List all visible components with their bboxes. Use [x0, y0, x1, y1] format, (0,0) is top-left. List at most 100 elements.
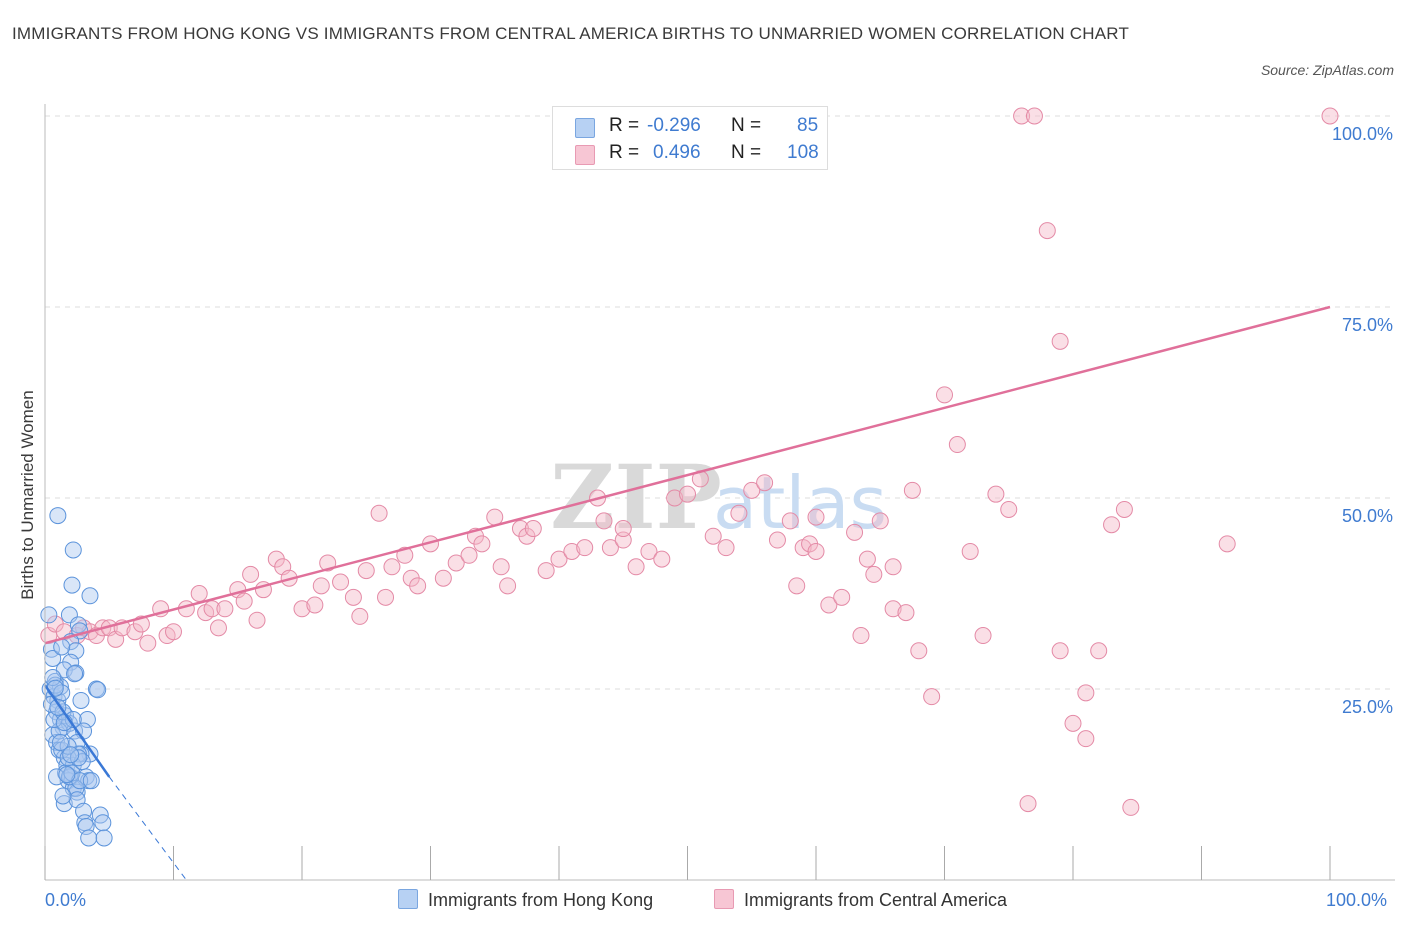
data-point-hong-kong [81, 587, 99, 605]
hong-kong-points [40, 507, 113, 847]
pink-swatch [714, 889, 734, 909]
data-point-central-america [1051, 642, 1069, 660]
data-point-central-america [730, 504, 748, 522]
data-point-central-america [756, 474, 774, 492]
data-point-central-america [563, 542, 581, 560]
trend-line-central-america [44, 305, 1331, 645]
data-point-hong-kong [63, 576, 81, 594]
data-point-central-america [377, 588, 395, 606]
data-point-hong-kong [89, 681, 107, 699]
watermark-zip: ZIP [550, 445, 722, 549]
data-point-central-america [974, 627, 992, 645]
trend-line-hong-kong [43, 684, 111, 778]
data-point-central-america [884, 558, 902, 576]
data-point-central-america [858, 550, 876, 568]
data-point-central-america [781, 512, 799, 530]
data-point-central-america [293, 600, 311, 618]
data-point-hong-kong [94, 814, 112, 832]
y-tick-label: 100.0% [1332, 124, 1393, 144]
data-point-central-america [807, 542, 825, 560]
legend-label: Immigrants from Hong Kong [428, 890, 654, 910]
data-point-central-america [460, 546, 478, 564]
data-point-central-america [447, 554, 465, 572]
data-point-central-america [550, 550, 568, 568]
data-point-central-america [614, 520, 632, 538]
data-point-central-america [1090, 642, 1108, 660]
y-tick-labels: 25.0% 50.0% 75.0% 100.0% [1332, 124, 1393, 717]
data-point-central-america [248, 611, 266, 629]
data-point-hong-kong [40, 606, 58, 624]
data-point-hong-kong [54, 787, 72, 805]
data-point-central-america [595, 512, 613, 530]
data-point-central-america [846, 523, 864, 541]
data-point-central-america [312, 577, 330, 595]
data-point-central-america [884, 600, 902, 618]
data-point-central-america [820, 596, 838, 614]
data-point-central-america [961, 542, 979, 560]
blue-swatch [575, 118, 595, 138]
legend-item-hong-kong: Immigrants from Hong Kong [398, 889, 653, 911]
data-point-central-america [524, 520, 542, 538]
chart-title: IMMIGRANTS FROM HONG KONG VS IMMIGRANTS … [12, 24, 1130, 43]
data-point-central-america [242, 565, 260, 583]
data-point-hong-kong [66, 665, 84, 683]
data-point-central-america [409, 577, 427, 595]
data-point-central-america [1077, 730, 1095, 748]
data-point-central-america [1103, 516, 1121, 534]
data-point-central-america [1051, 332, 1069, 350]
data-point-central-america [601, 539, 619, 557]
data-point-central-america [1038, 222, 1056, 240]
data-point-central-america [897, 604, 915, 622]
n-value: 85 [797, 115, 819, 136]
data-point-hong-kong [51, 733, 69, 751]
data-point-central-america [1115, 500, 1133, 518]
stats-legend: R = -0.296 N = 85 R = 0.496 N = 108 [552, 106, 828, 170]
data-point-hong-kong [67, 664, 85, 682]
data-point-central-america [653, 550, 671, 568]
x-tick-label-max: 100.0% [1326, 890, 1388, 910]
data-point-central-america [370, 504, 388, 522]
data-point-central-america [640, 542, 658, 560]
data-point-central-america [903, 481, 921, 499]
central-america-points [40, 107, 1339, 816]
pink-swatch [575, 145, 595, 165]
data-point-central-america [216, 600, 234, 618]
data-point-central-america [936, 386, 953, 404]
data-point-central-america [576, 539, 594, 557]
data-point-central-america [852, 627, 870, 645]
n-label: N = [731, 142, 762, 163]
data-point-central-america [833, 588, 851, 606]
data-point-central-america [1000, 500, 1018, 518]
data-point-central-america [434, 569, 452, 587]
blue-swatch [398, 889, 418, 909]
data-point-hong-kong [95, 829, 113, 847]
x-tick-label-min: 0.0% [45, 890, 87, 910]
data-point-central-america [1019, 795, 1037, 813]
data-point-hong-kong [87, 680, 105, 698]
data-point-central-america [865, 565, 883, 583]
data-point-central-america [704, 527, 722, 545]
data-point-central-america [486, 508, 504, 526]
watermark-atlas: atlas [713, 461, 887, 545]
data-point-hong-kong [82, 772, 100, 790]
data-point-central-america [768, 531, 786, 549]
data-point-central-america [473, 535, 491, 553]
data-point-central-america [139, 634, 157, 652]
legend-label: Immigrants from Central America [744, 890, 1008, 910]
data-point-central-america [499, 577, 517, 595]
data-point-central-america [203, 600, 221, 618]
data-point-central-america [1013, 107, 1031, 125]
source-label: Source: ZipAtlas.com [1260, 62, 1394, 78]
data-point-central-america [923, 688, 941, 706]
data-point-central-america [807, 508, 825, 526]
n-value: 108 [787, 142, 819, 163]
data-point-hong-kong [69, 616, 87, 634]
data-point-central-america [788, 577, 806, 595]
axes [44, 104, 1395, 881]
data-point-hong-kong [78, 711, 96, 729]
data-point-central-america [492, 558, 510, 576]
legend-item-central-america: Immigrants from Central America [714, 889, 1007, 911]
data-point-central-america [332, 573, 350, 591]
